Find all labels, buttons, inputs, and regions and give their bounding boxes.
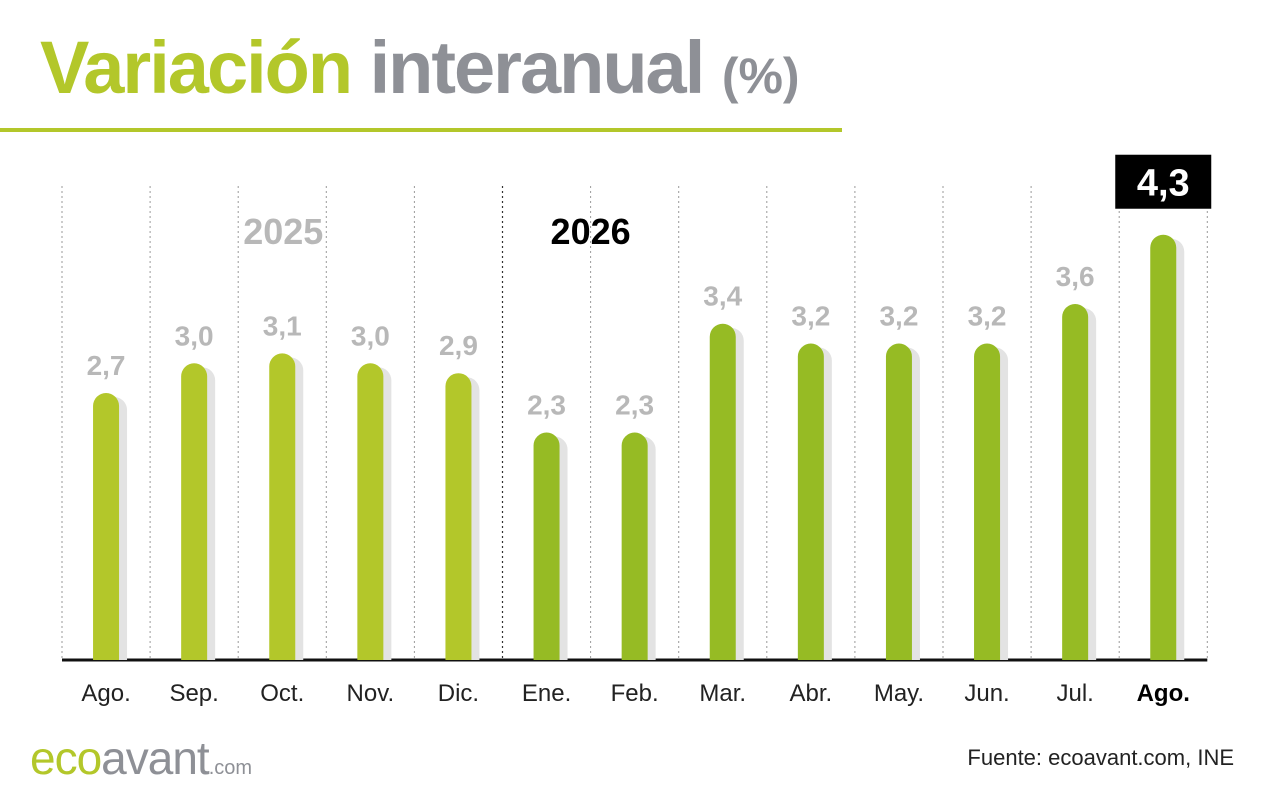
- bar: [445, 373, 472, 660]
- highlight-label-box: [1115, 154, 1212, 209]
- bar: [974, 343, 1001, 660]
- brand-logo-eco: eco: [30, 732, 102, 784]
- x-tick-label: Sep.: [169, 680, 218, 707]
- x-tick-label: Abr.: [789, 680, 832, 707]
- data-label: 3,0: [351, 320, 390, 351]
- bar: [1062, 303, 1089, 660]
- x-tick-label: Dic.: [438, 680, 479, 707]
- bar: [533, 432, 560, 660]
- chart-title: Variación interanual (%): [40, 18, 800, 126]
- data-label: 3,2: [791, 301, 830, 332]
- title-unit: (%): [721, 48, 800, 104]
- data-label: 3,2: [879, 301, 918, 332]
- x-tick-label: Ago.: [81, 680, 130, 707]
- data-label: 2,3: [615, 390, 654, 421]
- bar: [181, 363, 208, 660]
- source-note: Fuente: ecoavant.com, INE: [967, 745, 1234, 770]
- data-label: 3,6: [1056, 261, 1095, 292]
- bar: [709, 323, 736, 660]
- x-tick-label: Oct.: [260, 680, 304, 707]
- brand-logo: ecoavant.com: [30, 730, 252, 796]
- bar: [885, 343, 912, 660]
- x-tick-label: Ene.: [522, 680, 571, 707]
- title-underline: [0, 128, 842, 132]
- bar: [621, 432, 648, 660]
- bar: [93, 392, 120, 660]
- x-tick-label: Nov.: [347, 680, 395, 707]
- x-tick-label: Ago.: [1137, 680, 1190, 707]
- x-tick-label: Jul.: [1056, 680, 1093, 707]
- data-label: 2,3: [527, 390, 566, 421]
- bar: [1150, 234, 1177, 660]
- data-label: 2,9: [439, 330, 478, 361]
- data-label: 4,3: [1137, 163, 1190, 205]
- brand-logo-suffix: .com: [208, 757, 253, 779]
- brand-logo-avant: avant: [101, 732, 210, 784]
- year-label: 2025: [243, 211, 323, 252]
- x-tick-label: Jun.: [964, 680, 1009, 707]
- bar: [357, 363, 384, 660]
- year-label: 2026: [551, 211, 631, 252]
- data-label: 3,0: [175, 320, 214, 351]
- title-secondary: interanual: [369, 26, 706, 109]
- bar: [797, 343, 824, 660]
- x-tick-label: Mar.: [699, 680, 746, 707]
- data-label: 3,4: [703, 281, 742, 312]
- x-tick-label: Feb.: [611, 680, 659, 707]
- data-label: 2,7: [87, 350, 126, 381]
- title-primary: Variación: [40, 26, 353, 109]
- x-tick-label: May.: [874, 680, 924, 707]
- data-label: 3,1: [263, 310, 302, 341]
- data-label: 3,2: [968, 301, 1007, 332]
- bar: [269, 353, 296, 660]
